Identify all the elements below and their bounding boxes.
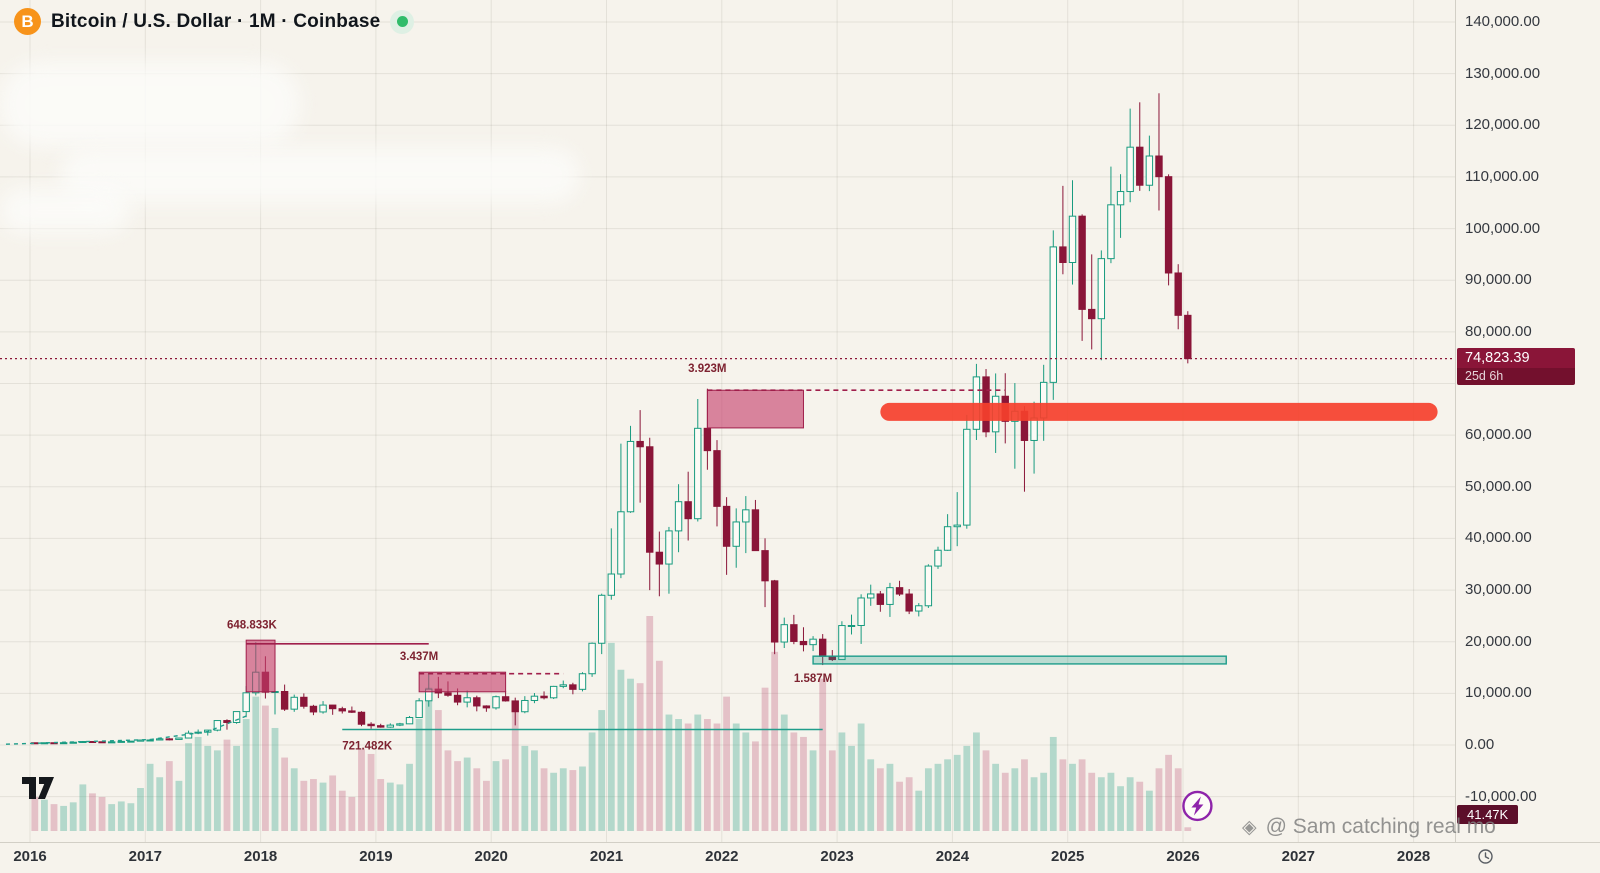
timezone-clock-icon[interactable] [1477,848,1494,865]
price-tick-label: 120,000.00 [1465,116,1541,134]
year-tick-label: 2022 [705,848,739,865]
price-axis[interactable]: 74,823.39 25d 6h 41.47K 140,000.00 130,00… [1455,0,1600,842]
attribution-watermark: ◈ @ Sam catching real mo [1242,815,1496,839]
bitcoin-icon: B [14,8,41,35]
price-tick-label: 100,000.00 [1465,219,1541,237]
zone-volume-label: 721.482K [342,741,393,753]
year-tick-label: 2023 [820,848,854,865]
zone-volume-label: 3.437M [400,651,438,663]
market-status-button[interactable] [390,9,415,34]
demand-band-ftx-low[interactable]: 1.587M [794,655,1227,685]
price-tick-label: 110,000.00 [1465,167,1539,185]
year-tick-label: 2024 [935,848,970,865]
symbol-title[interactable]: Bitcoin / U.S. Dollar · 1M · Coinbase [51,10,381,32]
lightning-sticker[interactable] [1182,790,1213,822]
year-tick-label: 2025 [1051,848,1085,865]
watermark-smudge [0,62,300,147]
watermark-smudge [0,188,130,233]
tradingview-logo[interactable] [22,777,56,805]
year-tick-label: 2018 [243,848,278,865]
year-tick-label: 2026 [1166,848,1200,865]
old-trendline[interactable] [5,715,247,745]
price-tick-label: 20,000.00 [1465,632,1532,650]
time-axis[interactable]: 2016 2017 2018 2019 2020 2021 2022 2023 2024 2025… [0,842,1600,873]
candle-countdown: 25d 6h [1457,367,1575,385]
volume-value-badge: 41.47K [1457,805,1519,824]
resistance-marker-red[interactable] [880,402,1438,421]
symbol-header: B Bitcoin / U.S. Dollar · 1M · Coinbase [14,8,415,35]
year-tick-label: 2016 [13,848,47,865]
diamond-icon: ◈ [1242,816,1257,838]
support-line-2019[interactable]: 721.482K [342,728,823,753]
zone-volume-label: 3.923M [688,363,726,375]
last-price-badge: 74,823.39 25d 6h [1457,347,1575,385]
price-tick-label: 80,000.00 [1465,322,1532,340]
year-tick-label: 2020 [474,848,508,865]
volume-layer [31,616,1192,831]
price-tick-label: 130,000.00 [1465,64,1541,82]
attribution-text: @ Sam catching real mo [1265,815,1496,838]
year-tick-label: 2021 [589,848,624,865]
zone-volume-label: 1.587M [794,673,832,685]
year-tick-label: 2028 [1396,848,1431,865]
grid-lines [0,0,1455,842]
price-tick-label: 60,000.00 [1465,426,1532,444]
zone-volume-label: 648.833K [227,619,278,631]
watermark-smudge [60,148,580,203]
drawings-layer: 648.833K 3.437M 3.923M 721.482K 1.587M [5,363,1438,822]
last-price-value: 74,823.39 [1457,347,1575,368]
price-tick-label: 0.00 [1465,736,1495,753]
price-tick-label: 30,000.00 [1465,581,1532,599]
year-tick-label: 2017 [128,848,162,865]
year-tick-label: 2027 [1281,848,1315,865]
price-tick-label: 40,000.00 [1465,529,1532,547]
price-tick-label: 50,000.00 [1465,477,1532,495]
price-tick-label: 140,000.00 [1465,13,1541,30]
price-tick-label: 90,000.00 [1465,271,1532,289]
price-tick-label: -10,000.00 [1465,787,1537,805]
candles-layer [31,93,1192,745]
supply-zone-2018[interactable]: 648.833K [227,619,429,693]
supply-zone-2019[interactable]: 3.437M [400,651,564,693]
price-tick-label: 10,000.00 [1465,684,1532,702]
year-tick-label: 2019 [359,848,393,865]
market-open-dot [396,16,408,27]
chart-pane[interactable]: 648.833K 3.437M 3.923M 721.482K 1.587M [0,0,1455,842]
supply-zone-2022[interactable]: 3.923M [688,363,1006,429]
